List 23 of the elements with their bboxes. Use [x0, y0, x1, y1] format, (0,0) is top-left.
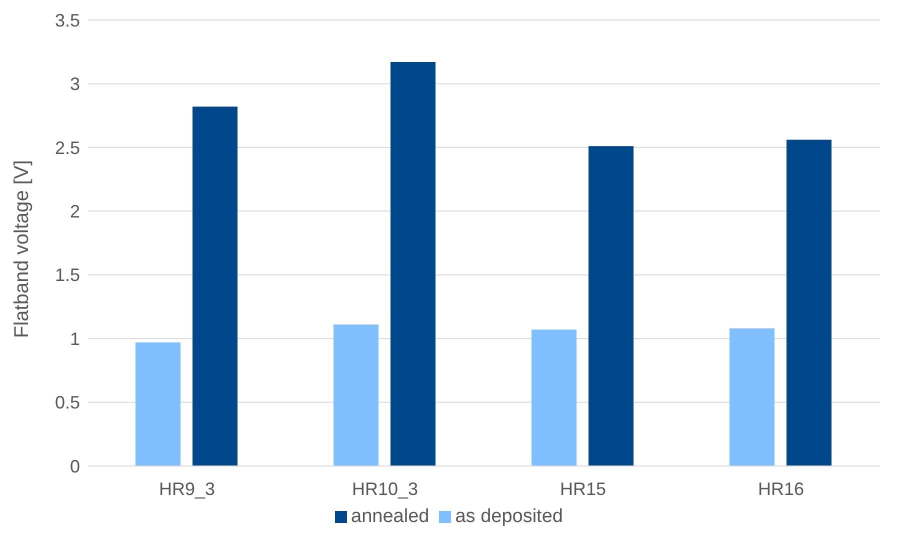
bar [136, 342, 181, 466]
bar [334, 324, 379, 466]
bar [588, 146, 634, 466]
bar [730, 328, 775, 466]
x-tick-label: HR15 [560, 478, 606, 499]
y-tick-label: 0 [70, 456, 80, 476]
y-tick-label: 2 [70, 202, 80, 222]
y-tick-label: 3 [70, 74, 80, 94]
legend-label: as deposited [455, 506, 563, 527]
y-tick-label: 1.5 [54, 265, 80, 286]
x-tick-label: HR10_3 [352, 478, 418, 499]
bar [786, 140, 832, 466]
y-tick-label: 3.5 [54, 10, 80, 30]
legend-label: annealed [351, 506, 430, 527]
y-axis-title: Flatband voltage [V] [11, 160, 34, 338]
y-tick-label: 0.5 [54, 392, 80, 413]
x-tick-label: HR16 [758, 478, 804, 499]
x-tick-label: HR9_3 [158, 478, 216, 499]
y-tick-label: 2.5 [54, 138, 80, 158]
bar [532, 330, 577, 466]
bar [192, 106, 238, 466]
y-tick-label: 1 [70, 328, 80, 349]
bar [390, 62, 436, 466]
